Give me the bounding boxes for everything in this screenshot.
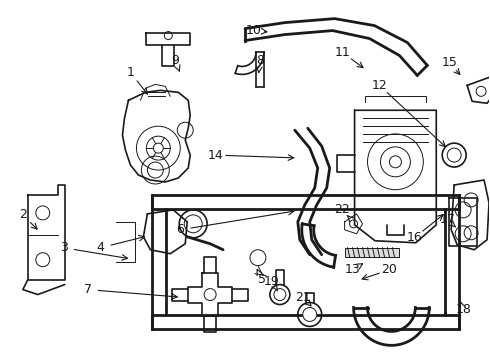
Text: 5: 5	[258, 273, 266, 286]
Text: 18: 18	[455, 303, 471, 316]
Text: 9: 9	[172, 54, 179, 67]
Text: 7: 7	[84, 283, 92, 296]
Text: 2: 2	[19, 208, 27, 221]
Circle shape	[390, 156, 401, 168]
Text: 12: 12	[371, 79, 388, 92]
Text: 16: 16	[407, 231, 422, 244]
Text: 11: 11	[335, 46, 350, 59]
Text: 8: 8	[256, 54, 264, 67]
Text: 19: 19	[264, 275, 280, 288]
Text: 3: 3	[60, 241, 68, 254]
Text: 6: 6	[176, 223, 184, 236]
Text: 13: 13	[344, 263, 361, 276]
Circle shape	[303, 307, 317, 321]
Circle shape	[204, 289, 216, 301]
Text: 14: 14	[207, 149, 223, 162]
Text: 22: 22	[334, 203, 349, 216]
Text: 1: 1	[126, 66, 134, 79]
Text: 10: 10	[246, 24, 262, 37]
Text: 21: 21	[295, 291, 311, 304]
Text: 20: 20	[382, 263, 397, 276]
Circle shape	[153, 143, 163, 153]
Text: 4: 4	[97, 241, 104, 254]
Text: 15: 15	[441, 56, 457, 69]
Bar	[344, 248, 399, 257]
Text: 17: 17	[439, 213, 455, 226]
